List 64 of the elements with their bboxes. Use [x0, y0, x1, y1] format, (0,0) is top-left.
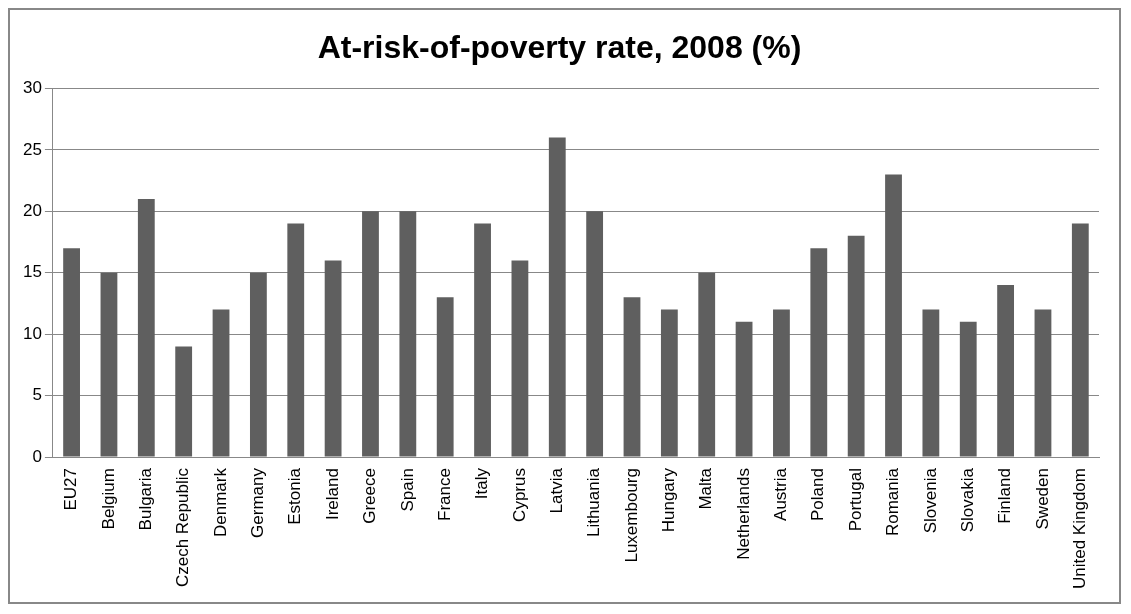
x-tick-label: Netherlands — [733, 468, 753, 560]
x-tick-label: Spain — [397, 468, 417, 512]
x-tick-label: Bulgaria — [136, 467, 155, 531]
x-tick-label: Cyprus — [509, 468, 529, 522]
x-tick-label: Finland — [995, 468, 1015, 524]
x-tick-label: Romania — [883, 467, 903, 537]
x-tick-label: Luxembourg — [621, 468, 641, 563]
x-tick-label: Estonia — [285, 467, 305, 525]
x-tick-label: Slovenia — [920, 467, 940, 534]
bar — [362, 211, 379, 457]
x-tick-label: Poland — [808, 468, 828, 521]
bar — [959, 321, 977, 457]
y-tick-label: 5 — [32, 385, 42, 405]
x-tick-label: Austria — [771, 467, 791, 521]
bar — [548, 137, 566, 457]
x-tick-label: Belgium — [98, 468, 118, 530]
bar — [623, 297, 641, 457]
bar — [175, 346, 193, 457]
x-tick-label: Germany — [248, 467, 268, 538]
bar — [735, 321, 753, 457]
x-tick-label: Portugal — [845, 468, 865, 532]
bar — [474, 223, 491, 457]
y-tick-label: 15 — [22, 262, 42, 282]
x-tick-label: Czech Republic — [173, 467, 193, 588]
bar — [773, 309, 790, 457]
y-tick-label: 10 — [22, 323, 42, 343]
bar — [997, 285, 1015, 457]
x-tick-label: Sweden — [1032, 468, 1052, 530]
x-tick-label: Lithuania — [584, 467, 604, 538]
bar — [63, 248, 80, 457]
bar — [698, 272, 716, 457]
chart-title: At-risk-of-poverty rate, 2008 (%) — [317, 29, 802, 66]
bar — [249, 272, 267, 457]
x-tick-label: Hungary — [659, 467, 679, 533]
bar — [1071, 223, 1089, 457]
bar — [511, 260, 529, 457]
x-tick-label: Greece — [360, 468, 380, 524]
bar — [137, 198, 155, 457]
y-tick-label: 0 — [32, 446, 42, 466]
bar — [1034, 309, 1052, 457]
bar — [810, 248, 828, 457]
y-tick-label: 20 — [22, 200, 42, 220]
y-tick-label: 30 — [22, 78, 42, 98]
x-tick-label: Slovakia — [957, 467, 977, 533]
x-tick-label: France — [434, 468, 454, 521]
bar — [847, 235, 865, 457]
bar — [885, 174, 902, 457]
y-tick-label: 25 — [22, 139, 42, 159]
x-tick-label: United Kingdom — [1070, 468, 1090, 590]
bar — [324, 260, 342, 457]
bar — [100, 272, 118, 457]
x-tick-label: EU27 — [61, 468, 81, 511]
bar — [586, 211, 604, 457]
x-tick-label: Italy — [472, 467, 492, 500]
bar — [922, 309, 940, 457]
bar — [287, 223, 305, 457]
x-tick-label: Ireland — [322, 468, 342, 521]
bar — [436, 297, 454, 457]
x-tick-label: Latvia — [546, 467, 566, 514]
bar — [212, 309, 230, 457]
x-tick-label: Denmark — [210, 467, 230, 538]
x-tick-label: Malta — [696, 467, 716, 510]
bar — [660, 309, 678, 457]
bar — [399, 211, 417, 457]
